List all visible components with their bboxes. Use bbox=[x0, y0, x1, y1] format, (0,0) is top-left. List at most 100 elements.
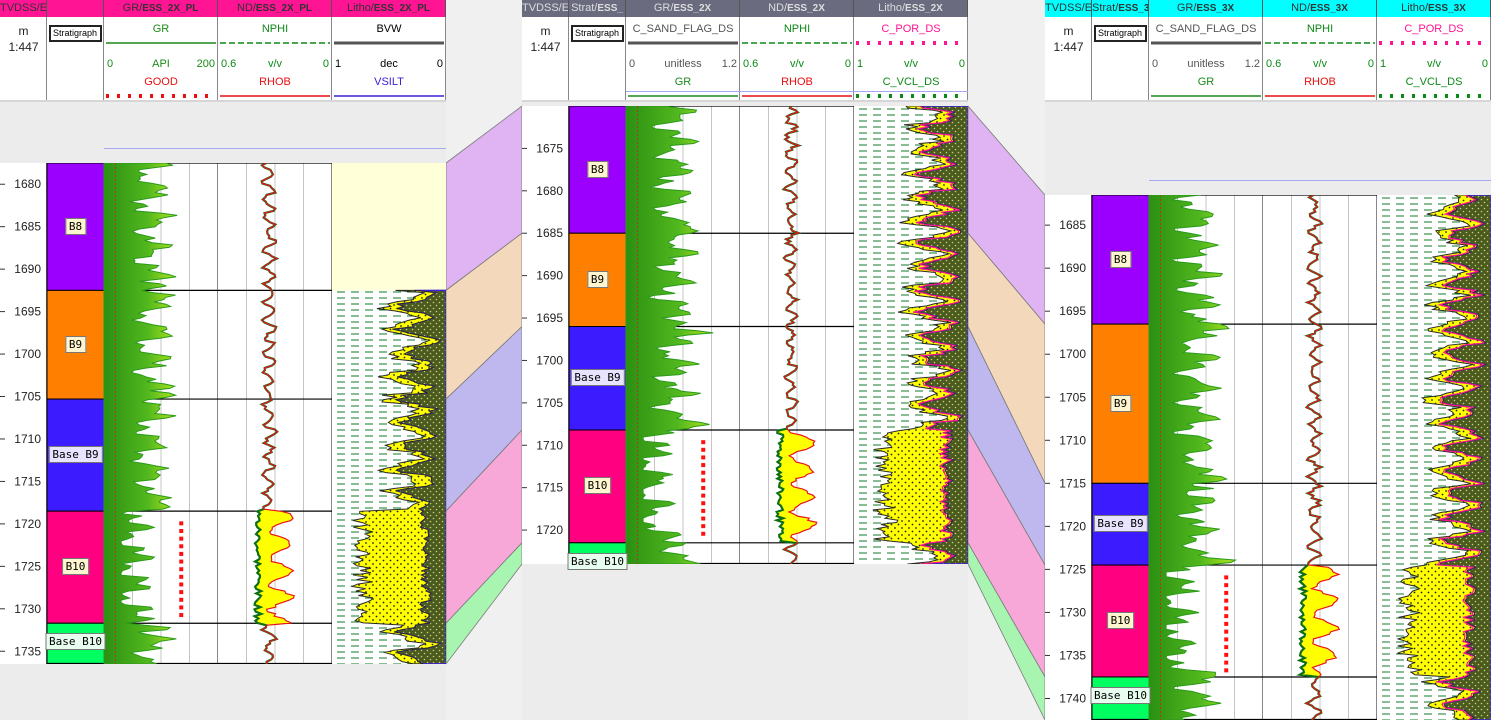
depth-tick-label: 1730 bbox=[14, 602, 41, 616]
rhob-curve-label: RHOB bbox=[259, 76, 291, 88]
track-header-tab[interactable]: ND/ESS_2X bbox=[740, 0, 854, 17]
litho-scale-unit: dec bbox=[380, 58, 398, 70]
nd-scale-left: 0.6 bbox=[221, 58, 237, 70]
curve-legend-line bbox=[742, 95, 852, 97]
track-header-tab[interactable]: Litho/ESS_3X bbox=[1377, 0, 1491, 17]
bvw-curve-label: BVW bbox=[376, 23, 402, 35]
stratigraphy-button[interactable]: Stratigraph bbox=[1094, 25, 1147, 42]
curve-legend-line bbox=[856, 41, 966, 45]
track-header-tab[interactable]: Litho/ESS_2X bbox=[854, 0, 968, 17]
footer-spacer bbox=[522, 564, 968, 720]
log-area: 1675 1680 1685 1690 1695 1700 1705 1710 1715 1720 bbox=[522, 106, 968, 564]
sand-porosity-fill bbox=[350, 289, 442, 664]
gr-curve bbox=[1148, 195, 1238, 720]
track-header-tab[interactable]: GR/ESS_3X bbox=[1149, 0, 1263, 17]
zone-label: B10 bbox=[61, 558, 90, 576]
depth-tick-label: 1705 bbox=[14, 390, 41, 404]
track-header-name: GR/ bbox=[653, 2, 674, 14]
gr-scale-right: 1.2 bbox=[1244, 58, 1260, 70]
vcl-curve-label: C_VCL_DS bbox=[1405, 76, 1463, 88]
zone-label: B9 bbox=[1109, 394, 1132, 412]
depth-tick-label: 1695 bbox=[14, 305, 41, 319]
track-header-tab[interactable]: GR/ESS_2X bbox=[626, 0, 740, 17]
depth-tick-label: 1700 bbox=[14, 347, 41, 361]
track-header-tab[interactable]: ND/ESS_2X_PL bbox=[218, 0, 332, 17]
log-area: 1680 1685 1690 1695 1700 1705 1710 1715 1720 1725… bbox=[0, 163, 446, 664]
nphi-curve-label: NPHI bbox=[783, 23, 811, 35]
track-header-tab[interactable] bbox=[47, 0, 104, 17]
gr-scale-right: 200 bbox=[196, 58, 215, 70]
litho-scale-left: 1 bbox=[857, 58, 864, 70]
depth-scale: 1:447 bbox=[530, 40, 561, 54]
zone-label: Base B10 bbox=[45, 633, 106, 651]
gr-curve-label: GR bbox=[674, 76, 692, 88]
track-header-tab[interactable]: Litho/ESS_2X_PL bbox=[332, 0, 446, 17]
nphi-curve-label: NPHI bbox=[261, 23, 289, 35]
litho-scale-right: 0 bbox=[1481, 58, 1488, 70]
track-header-name: Strat/ bbox=[571, 2, 598, 14]
depth-tick-label: 1690 bbox=[14, 262, 41, 276]
zone-label: Base B10 bbox=[1090, 686, 1151, 704]
curve-legend-line bbox=[856, 94, 966, 98]
depth-scale: 1:447 bbox=[8, 40, 39, 54]
track-header-tab[interactable]: GR/ESS_2X_PL bbox=[104, 0, 218, 17]
depth-tick-label: 1715 bbox=[14, 474, 41, 488]
track-header-name: ND/ bbox=[768, 2, 788, 14]
track-header-tab[interactable]: Strat/ESS_3X bbox=[1092, 0, 1149, 17]
rhob-curve bbox=[1304, 195, 1341, 720]
reference-line bbox=[626, 91, 968, 92]
curve-legend-line bbox=[1265, 42, 1375, 44]
track-header-tab[interactable]: ND/ESS_3X bbox=[1263, 0, 1377, 17]
gr-curve-label: GR bbox=[152, 23, 170, 35]
depth-unit: m bbox=[1063, 24, 1074, 38]
sand-flag-curve-label: C_SAND_FLAG_DS bbox=[1155, 23, 1257, 35]
nd-scale-unit: v/v bbox=[1312, 58, 1328, 70]
track-header-name: Litho/ bbox=[878, 2, 906, 14]
porosity-curve bbox=[1435, 195, 1486, 720]
well-w1: TVDSS/EStrat/ESS_GR/ESS_2X_PLND/ESS_2X_P… bbox=[0, 0, 446, 720]
depth-scale: 1:447 bbox=[1053, 40, 1084, 54]
litho-scale-left: 1 bbox=[335, 58, 342, 70]
log-area: 1685 1690 1695 1700 1705 1710 1715 1720 1725 1730… bbox=[1045, 195, 1491, 720]
depth-unit: m bbox=[540, 24, 551, 38]
track-header-tab[interactable]: TVDSS/E bbox=[522, 0, 569, 17]
nd-scale-right: 0 bbox=[322, 58, 329, 70]
track-header-well: ESS_2X_PL bbox=[373, 3, 431, 14]
gr-scale-left: 0 bbox=[107, 58, 114, 70]
stratigraphy-button[interactable]: Stratigraph bbox=[49, 25, 102, 42]
header-spacer bbox=[0, 100, 446, 163]
zone-label: B8 bbox=[64, 217, 87, 235]
vcl-curve-label: C_VCL_DS bbox=[882, 76, 940, 88]
reference-line bbox=[1149, 180, 1491, 181]
por-curve-label: C_POR_DS bbox=[881, 23, 941, 35]
curve-legend-line bbox=[220, 42, 330, 44]
well-w2: TVDSS/E Strat/ESS_ GR/ESS_2X ND/ESS_2X Litho… bbox=[522, 0, 968, 720]
curve-legend-line bbox=[1151, 95, 1261, 97]
litho-scale-right: 0 bbox=[436, 58, 443, 70]
vsilt-curve-label: VSILT bbox=[374, 76, 404, 88]
depth-tick-label: 1705 bbox=[1059, 390, 1086, 404]
track-header-tab[interactable]: Strat/ESS_ bbox=[569, 0, 626, 17]
por-curve-label: C_POR_DS bbox=[1404, 23, 1464, 35]
stratigraphy-button[interactable]: Stratigraph bbox=[571, 25, 624, 42]
header-spacer bbox=[522, 100, 968, 106]
track-header-name: Litho/ bbox=[1401, 2, 1429, 14]
depth-unit: m bbox=[18, 24, 29, 38]
nd-scale-right: 0 bbox=[1367, 58, 1374, 70]
zone-label: Base B9 bbox=[570, 369, 625, 387]
curve-legend-line bbox=[1151, 41, 1261, 45]
depth-tick-label: 1735 bbox=[1059, 648, 1086, 662]
depth-tick-label: 1690 bbox=[536, 269, 563, 283]
curve-legend-line bbox=[220, 95, 330, 97]
track-header-tab[interactable]: TVDSS/E bbox=[1045, 0, 1092, 17]
footer-spacer bbox=[0, 664, 446, 720]
track-header-well: ESS_3X bbox=[1310, 3, 1348, 14]
rhob-curve-label: RHOB bbox=[781, 76, 813, 88]
gr-curve bbox=[103, 163, 178, 664]
track-header-name: GR/ bbox=[122, 2, 143, 14]
track-header-well: ESS_3X bbox=[1196, 3, 1235, 14]
track-header-name: TVDSS/E bbox=[1045, 2, 1092, 14]
zone-label: B10 bbox=[583, 477, 612, 495]
